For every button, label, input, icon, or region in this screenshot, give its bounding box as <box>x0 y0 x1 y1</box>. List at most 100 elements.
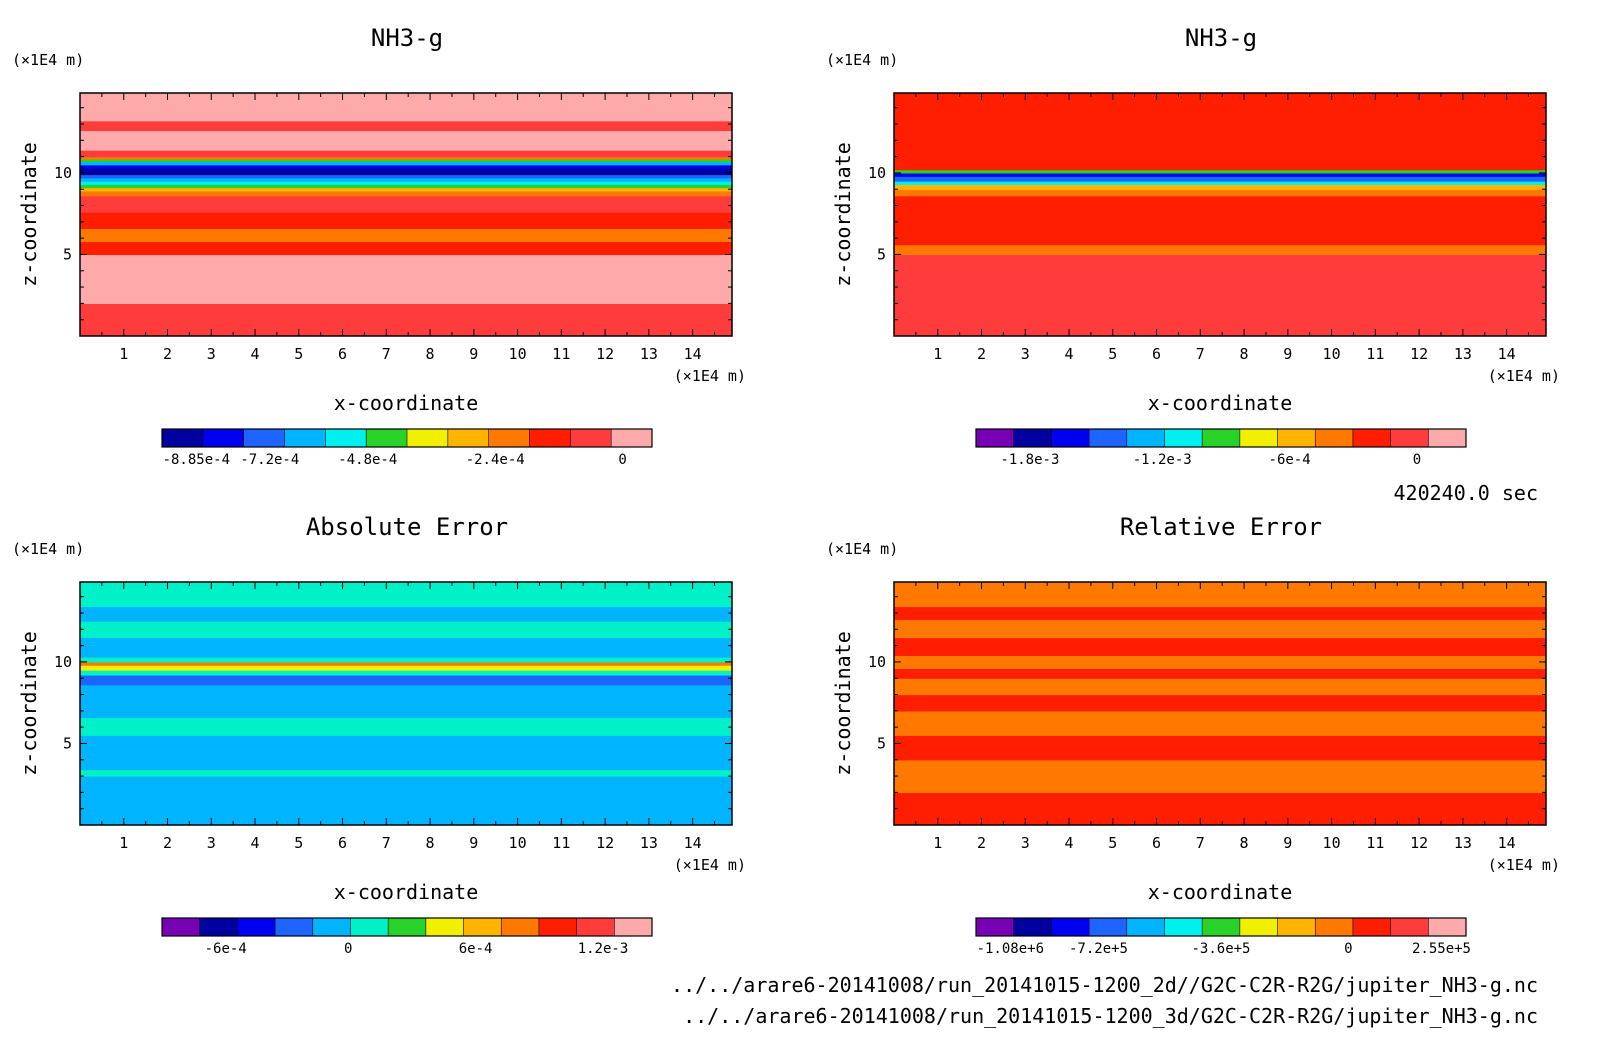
colorbar-label: -3.6e+5 <box>1191 941 1250 957</box>
contour-band <box>894 668 1546 679</box>
contour-band <box>80 168 732 176</box>
contour-band <box>80 159 732 163</box>
colorbar-swatch <box>1051 429 1090 447</box>
colorbar-label: 0 <box>344 941 352 957</box>
chart-title: Absolute Error <box>306 513 508 541</box>
contour-band <box>894 181 1546 185</box>
x-tick-label: 2 <box>977 834 986 852</box>
colorbar-label: -1.2e-3 <box>1133 452 1192 468</box>
colorbar-label: -1.08e+6 <box>977 941 1044 957</box>
contour-band <box>80 150 732 158</box>
x-tick-label: 11 <box>552 834 570 852</box>
colorbar-swatch <box>350 918 389 936</box>
colorbar-swatch <box>1315 429 1354 447</box>
x-tick-label: 9 <box>469 345 478 363</box>
x-axis-unit: (×1E4 m) <box>1488 367 1560 385</box>
contour-band <box>80 606 732 622</box>
colorbar-label: 0 <box>618 452 626 468</box>
colorbar-swatch <box>325 429 367 447</box>
colorbar-swatch <box>1239 429 1279 447</box>
y-tick-label: 5 <box>877 245 886 263</box>
colorbar-swatch <box>1089 918 1128 936</box>
colorbar-label: -6e-4 <box>205 941 247 957</box>
panel-1: NH3-g(×1E4 m)1 2 3 4 5 6 7 8 9 10 11 12 13 14510(×1E4… <box>12 24 746 468</box>
y-axis-label: z-coordinate <box>831 631 855 776</box>
contour-band <box>80 637 732 658</box>
plot-frame <box>79 92 733 337</box>
colorbar-swatch <box>312 918 351 936</box>
contour-band <box>80 93 732 122</box>
colorbar-label: -6e-4 <box>1269 452 1311 468</box>
contour-band <box>894 582 1546 608</box>
colorbar-swatch <box>1202 918 1241 936</box>
x-tick-label: 14 <box>1498 345 1516 363</box>
colorbar-frame <box>975 428 1467 448</box>
y-axis-label: z-coordinate <box>17 142 41 287</box>
x-tick-label: 2 <box>977 345 986 363</box>
x-tick-label: 6 <box>338 345 347 363</box>
x-tick-label: 10 <box>1323 834 1341 852</box>
colorbar-swatch <box>1202 429 1241 447</box>
x-tick-label: 10 <box>509 345 527 363</box>
contour-band <box>894 792 1546 825</box>
x-tick-label: 7 <box>382 345 391 363</box>
colorbar-label: -1.8e-3 <box>1000 452 1059 468</box>
contour-band <box>894 678 1546 696</box>
plot-frame <box>893 92 1547 337</box>
colorbar-swatch <box>275 918 314 936</box>
contour-band <box>80 769 732 777</box>
colorbar-swatch <box>284 429 326 447</box>
y-tick-label: 10 <box>54 164 72 182</box>
x-tick-label: 14 <box>684 834 702 852</box>
contour-band <box>894 254 1546 336</box>
colorbar-label: -2.4e-4 <box>466 452 525 468</box>
y-axis-unit: (×1E4 m) <box>826 540 898 558</box>
x-tick-label: 9 <box>469 834 478 852</box>
colorbar-swatch <box>1089 429 1128 447</box>
contour-field <box>894 582 1546 825</box>
contour-band <box>80 674 732 686</box>
y-tick-label: 10 <box>868 653 886 671</box>
y-axis-unit: (×1E4 m) <box>826 51 898 69</box>
colorbar-swatch <box>976 918 1015 936</box>
colorbar-label: -7.2e-4 <box>240 452 299 468</box>
colorbar-swatch <box>976 429 1015 447</box>
x-axis-unit: (×1E4 m) <box>674 856 746 874</box>
x-tick-label: 3 <box>207 834 216 852</box>
colorbar-swatch <box>1013 918 1052 936</box>
chart-title: Relative Error <box>1120 513 1322 541</box>
contour-band <box>80 241 732 256</box>
x-tick-label: 6 <box>338 834 347 852</box>
contour-band <box>894 637 1546 656</box>
contour-field <box>80 93 732 336</box>
colorbar-swatch <box>1390 918 1429 936</box>
contour-band <box>894 195 1546 246</box>
x-tick-label: 5 <box>294 834 303 852</box>
colorbar-swatch <box>1239 918 1279 936</box>
x-tick-label: 13 <box>1454 345 1472 363</box>
x-tick-label: 7 <box>382 834 391 852</box>
colorbar-swatch <box>1126 429 1165 447</box>
colorbar-label: 0 <box>1413 452 1421 468</box>
panel-4: Relative Error(×1E4 m)1 2 3 4 5 6 7 8 9 10 11 12 13 1… <box>826 513 1560 957</box>
x-tick-label: 1 <box>119 834 128 852</box>
x-tick-label: 1 <box>933 345 942 363</box>
colorbar-swatch <box>407 429 449 447</box>
contour-band <box>894 710 1546 736</box>
x-tick-label: 10 <box>509 834 527 852</box>
x-tick-label: 8 <box>1240 345 1249 363</box>
contour-band <box>80 130 732 151</box>
x-tick-label: 8 <box>426 345 435 363</box>
x-tick-label: 7 <box>1196 345 1205 363</box>
y-tick-label: 10 <box>868 164 886 182</box>
contour-band <box>80 735 732 771</box>
y-tick-label: 5 <box>63 245 72 263</box>
x-tick-label: 11 <box>1366 834 1384 852</box>
colorbar-swatch <box>1315 918 1354 936</box>
contour-band <box>894 172 1546 177</box>
contour-band <box>80 181 732 185</box>
colorbar-frame <box>161 917 653 937</box>
colorbar-label: 1.2e-3 <box>578 941 629 957</box>
contour-field <box>80 582 732 825</box>
contour-band <box>80 254 732 304</box>
